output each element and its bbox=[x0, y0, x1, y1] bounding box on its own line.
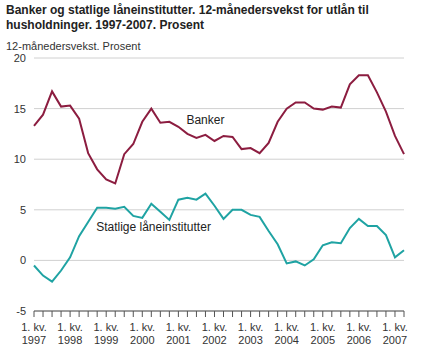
svg-text:1. kv.1998: 1. kv.1998 bbox=[57, 321, 82, 346]
svg-text:10: 10 bbox=[14, 153, 26, 165]
svg-text:0: 0 bbox=[20, 254, 26, 266]
svg-text:1. kv.2002: 1. kv.2002 bbox=[202, 321, 227, 346]
html-text:12-månedersvekst. Prosent: 12-månedersvekst. Prosent bbox=[6, 40, 141, 52]
svg-text:1. kv.2006: 1. kv.2006 bbox=[346, 321, 371, 346]
svg-text:1. kv.2000: 1. kv.2000 bbox=[130, 321, 155, 346]
html-text:Banker og statlige låneinstitu: Banker og statlige låneinstitutter. 12-m… bbox=[6, 3, 369, 32]
svg-text:1. kv.2001: 1. kv.2001 bbox=[166, 321, 191, 346]
svg-text:Banker: Banker bbox=[186, 113, 224, 127]
svg-text:15: 15 bbox=[14, 103, 26, 115]
svg-text:1. kv.1999: 1. kv.1999 bbox=[93, 321, 118, 346]
svg-text:5: 5 bbox=[20, 204, 26, 216]
svg-text:1. kv.1997: 1. kv.1997 bbox=[21, 321, 46, 346]
svg-text:1. kv.2003: 1. kv.2003 bbox=[238, 321, 263, 346]
svg-text:1. kv.2005: 1. kv.2005 bbox=[310, 321, 335, 346]
svg-text:1. kv.2004: 1. kv.2004 bbox=[274, 321, 299, 346]
svg-text:Statlige låneinstitutter: Statlige låneinstitutter bbox=[96, 220, 211, 234]
svg-text:20: 20 bbox=[14, 52, 26, 64]
svg-text:-5: -5 bbox=[16, 305, 26, 317]
svg-text:1. kv.2007: 1. kv.2007 bbox=[382, 321, 407, 346]
